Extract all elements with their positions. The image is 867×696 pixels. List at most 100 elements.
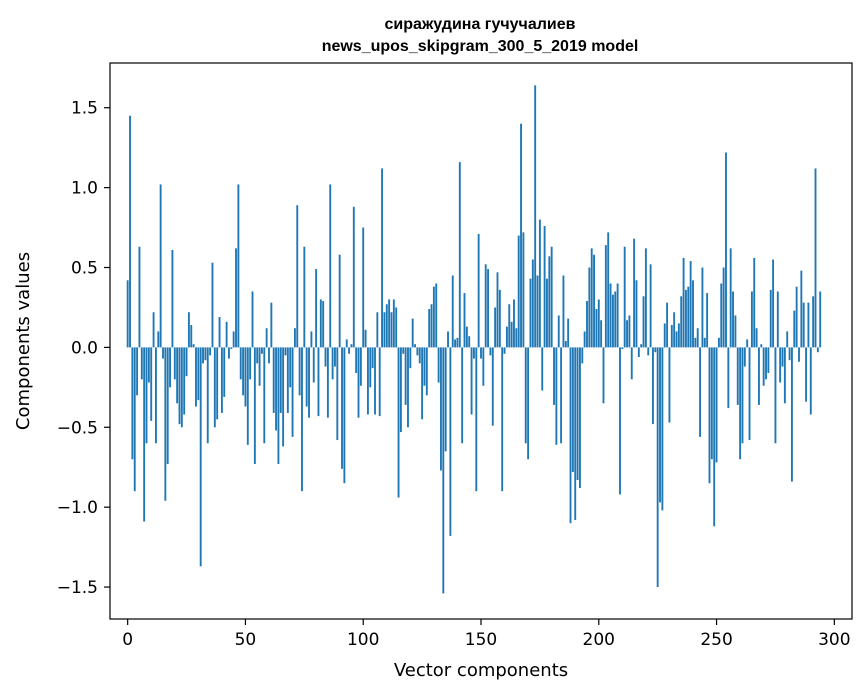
bar-component-32 — [202, 347, 204, 364]
bar-component-82 — [319, 299, 322, 348]
bar-component-202 — [602, 347, 605, 404]
bar-component-167 — [520, 123, 522, 348]
bar-component-31 — [199, 347, 202, 567]
bar-component-23 — [180, 347, 183, 428]
bar-component-81 — [317, 347, 320, 417]
bar-component-93 — [345, 339, 348, 348]
bar-component-255 — [727, 347, 730, 409]
bar-component-36 — [211, 262, 214, 348]
bar-component-187 — [567, 318, 570, 348]
bar-component-89 — [336, 347, 339, 441]
bar-component-166 — [517, 235, 520, 348]
bar-component-198 — [593, 254, 595, 348]
bar-component-157 — [496, 272, 499, 348]
bar-component-42 — [225, 321, 228, 348]
bar-component-60 — [268, 347, 270, 364]
bar-component-73 — [298, 347, 301, 396]
bar-component-203 — [604, 245, 607, 348]
bar-component-271 — [765, 347, 767, 380]
bar-component-175 — [538, 219, 541, 348]
bar-component-264 — [748, 347, 751, 441]
x-tick-label: 0 — [122, 630, 133, 650]
bar-component-47 — [237, 184, 240, 348]
bar-component-278 — [781, 347, 784, 367]
bar-component-173 — [534, 85, 537, 348]
bar-component-245 — [703, 337, 706, 348]
bar-component-87 — [331, 347, 334, 380]
bar-component-201 — [600, 320, 603, 348]
bar-component-127 — [425, 347, 428, 396]
bar-component-133 — [440, 347, 442, 471]
bar-component-20 — [173, 347, 176, 380]
bar-component-85 — [326, 347, 329, 418]
bar-component-95 — [350, 344, 353, 348]
bar-component-246 — [706, 293, 709, 348]
bar-component-280 — [786, 331, 789, 348]
bar-component-6 — [140, 347, 143, 380]
bar-component-77 — [308, 347, 310, 418]
bar-component-57 — [260, 347, 263, 354]
bar-component-172 — [531, 259, 534, 348]
bar-component-101 — [364, 329, 367, 348]
bar-component-119 — [407, 347, 409, 428]
bar-component-193 — [581, 347, 584, 364]
bar-component-72 — [296, 205, 299, 348]
x-tick-label: 50 — [235, 630, 257, 650]
bar-component-114 — [395, 307, 398, 348]
bar-component-210 — [621, 347, 624, 349]
bar-component-165 — [515, 328, 518, 348]
bar-component-14 — [159, 184, 162, 348]
bar-component-227 — [661, 347, 664, 511]
bar-component-207 — [614, 291, 617, 348]
bar-component-281 — [788, 347, 791, 361]
bar-component-156 — [494, 307, 497, 348]
bar-component-145 — [468, 336, 471, 348]
bar-component-216 — [635, 280, 638, 348]
bar-component-288 — [805, 347, 807, 402]
bar-component-169 — [524, 347, 527, 444]
x-tick-label: 150 — [465, 630, 497, 650]
bar-component-276 — [776, 291, 779, 348]
bar-component-152 — [484, 264, 487, 348]
bar-component-46 — [235, 248, 237, 348]
bar-component-242 — [696, 328, 699, 348]
y-tick-label: −1.0 — [57, 498, 98, 518]
bar-component-17 — [166, 347, 169, 465]
bar-component-287 — [802, 302, 805, 348]
y-tick-label: −0.5 — [57, 418, 98, 438]
bar-component-118 — [404, 347, 407, 405]
bar-component-235 — [680, 296, 683, 348]
bar-component-74 — [301, 347, 303, 492]
bar-component-223 — [652, 347, 654, 425]
bar-component-250 — [715, 347, 718, 463]
bar-component-262 — [743, 347, 746, 367]
bar-component-12 — [154, 347, 157, 444]
bar-component-92 — [343, 347, 346, 484]
bar-component-136 — [447, 331, 449, 348]
bar-component-260 — [739, 347, 742, 460]
bar-component-180 — [550, 246, 553, 348]
bar-component-90 — [338, 254, 341, 348]
chart-subtitle: news_upos_skipgram_300_5_2019 model — [322, 38, 639, 55]
bar-component-56 — [258, 347, 261, 386]
bar-component-249 — [713, 347, 716, 527]
bar-component-9 — [147, 347, 150, 383]
bar-component-220 — [644, 248, 647, 348]
bar-component-50 — [244, 347, 247, 407]
bar-component-161 — [505, 326, 508, 348]
bar-component-163 — [510, 321, 513, 348]
bar-component-61 — [270, 302, 273, 348]
bar-component-228 — [663, 323, 666, 348]
bar-component-75 — [303, 246, 306, 348]
bar-component-53 — [251, 291, 254, 348]
bar-component-147 — [472, 347, 475, 359]
bar-component-29 — [195, 347, 197, 407]
bar-component-233 — [675, 331, 678, 348]
bar-component-16 — [164, 347, 167, 501]
bar-component-138 — [451, 275, 454, 348]
bar-component-254 — [725, 152, 727, 348]
bar-component-98 — [357, 347, 360, 418]
bar-component-112 — [390, 312, 393, 348]
bar-component-215 — [633, 238, 636, 348]
bar-component-241 — [694, 337, 697, 348]
